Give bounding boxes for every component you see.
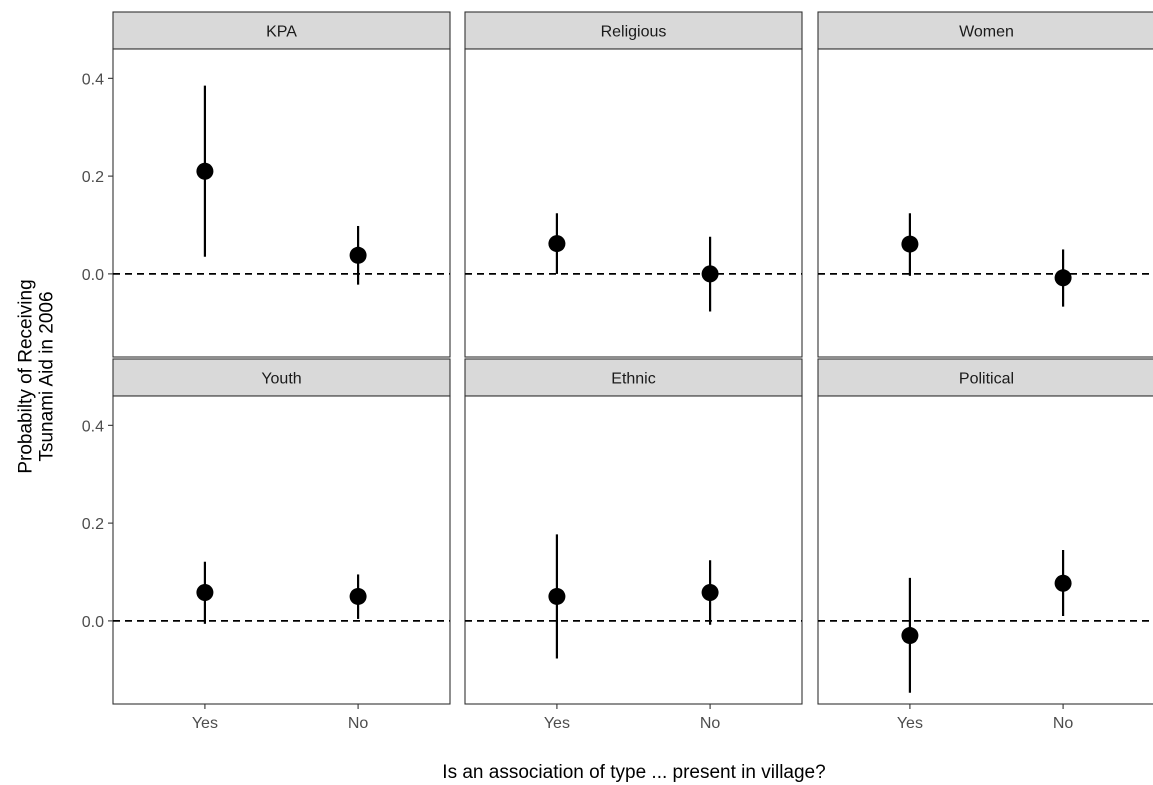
facet-panels: KPA Religious Women Youth Ethnic Political (112, 11, 1153, 705)
x-tick-label: No (700, 715, 721, 732)
point-estimate-yes (196, 162, 214, 180)
point-estimate-no (349, 587, 367, 605)
y-axis-tick-labels: 0.0 0.2 0.4 0.0 0.2 0.4 (82, 71, 113, 631)
panel-border (464, 48, 803, 358)
y-axis-title: Probabilty of ReceivingTsunami Aid in 20… (15, 279, 57, 473)
x-tick-label: Yes (897, 715, 923, 732)
panel-border (817, 395, 1153, 705)
facet-strip (464, 11, 803, 50)
x-tick-label: Yes (192, 715, 218, 732)
facet-strip-label: Youth (261, 371, 301, 388)
point-estimate-no (349, 246, 367, 264)
y-tick-label: 0.2 (82, 516, 104, 533)
x-tick-label: No (348, 715, 369, 732)
facet-strip-label: Political (959, 371, 1014, 388)
facet-panel-kpa: KPA (112, 11, 451, 358)
point-estimate-yes (196, 584, 214, 602)
facet-strip-label: KPA (266, 24, 297, 41)
facet-panel-political: Political (817, 358, 1153, 705)
x-axis-tick-labels: Yes No Yes No Yes No (192, 704, 1074, 732)
y-tick-label: 0.4 (82, 71, 104, 88)
y-axis-title-line: Probabilty of Receiving (15, 279, 36, 473)
point-estimate-yes (548, 587, 566, 605)
point-estimate-yes (548, 235, 566, 253)
point-estimate-no (701, 265, 719, 283)
panel-border (464, 395, 803, 705)
panel-border (112, 48, 451, 358)
facet-strip-label: Women (959, 24, 1014, 41)
x-axis-title: Is an association of type ... present in… (442, 762, 825, 783)
facet-strip-label: Religious (601, 24, 667, 41)
y-tick-label: 0.2 (82, 169, 104, 186)
panel-border (112, 395, 451, 705)
facet-strip (112, 358, 451, 397)
x-tick-label: No (1053, 715, 1074, 732)
point-estimate-yes (901, 235, 919, 253)
facet-panel-youth: Youth (112, 358, 451, 705)
y-tick-label: 0.4 (82, 418, 104, 435)
point-estimate-no (701, 584, 719, 602)
facet-panel-religious: Religious (464, 11, 803, 358)
point-estimate-yes (901, 627, 919, 645)
facet-panel-women: Women (817, 11, 1153, 358)
point-estimate-no (1054, 574, 1072, 592)
facet-strip-label: Ethnic (611, 371, 655, 388)
x-tick-label: Yes (544, 715, 570, 732)
panel-border (817, 48, 1153, 358)
y-axis-title-line: Tsunami Aid in 2006 (36, 291, 57, 461)
y-tick-label: 0.0 (82, 614, 104, 631)
facet-strip (817, 11, 1153, 50)
facet-panel-ethnic: Ethnic (464, 358, 803, 705)
point-estimate-no (1054, 269, 1072, 287)
y-tick-label: 0.0 (82, 267, 104, 284)
